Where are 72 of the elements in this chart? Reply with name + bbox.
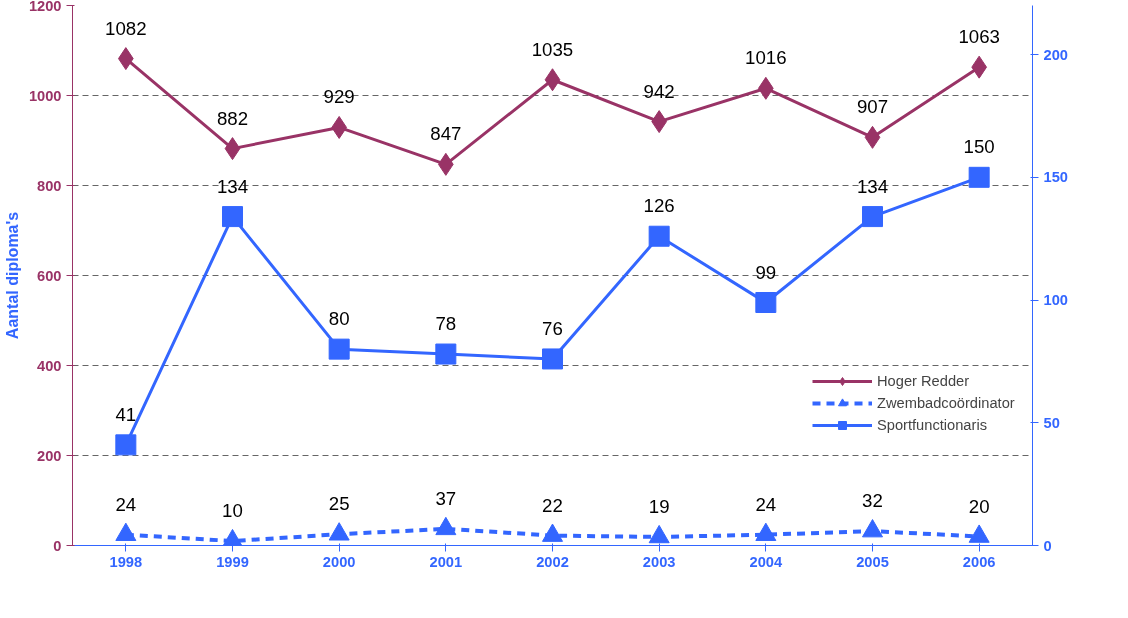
x-tick-label: 2000: [322, 553, 356, 570]
y2-tick-label: 200: [1043, 46, 1068, 63]
data-label: 1063: [958, 26, 1000, 48]
point: [115, 522, 137, 541]
data-label: 32: [862, 490, 883, 512]
y2-tick-label: 150: [1043, 169, 1068, 186]
legend-label: Zwembadcoördinator: [877, 395, 1015, 411]
y-tick-label: 1000: [28, 87, 62, 104]
point: [542, 348, 563, 370]
point: [648, 524, 670, 544]
data-label: 1035: [531, 38, 574, 60]
data-label: 942: [643, 80, 675, 102]
point: [862, 519, 883, 538]
data-label: 1082: [105, 17, 147, 39]
data-label: 126: [643, 195, 675, 217]
data-label: 24: [115, 493, 137, 515]
x-tick-label: 2005: [856, 553, 889, 570]
point: [862, 206, 883, 228]
y-tick-label: 200: [37, 447, 62, 464]
y-tick-label: 1200: [28, 0, 62, 14]
y2-tick-label: 0: [1043, 537, 1052, 554]
data-label: 41: [115, 403, 137, 425]
x-tick-label: 2004: [749, 553, 783, 570]
point: [328, 522, 350, 541]
x-tick-label: 2003: [642, 553, 676, 570]
x-tick-label: 2006: [962, 553, 996, 570]
data-label: 99: [755, 261, 777, 283]
point: [544, 68, 561, 92]
data-label: 150: [963, 136, 995, 158]
y-tick-label: 800: [37, 177, 62, 194]
point: [864, 125, 881, 149]
data-label: 37: [435, 487, 457, 509]
data-label: 76: [542, 317, 563, 339]
point: [222, 206, 243, 228]
point: [648, 225, 670, 247]
data-label: 929: [323, 86, 355, 108]
point: [968, 524, 990, 543]
data-label: 134: [856, 175, 889, 197]
x-tick-label: 1999: [216, 553, 249, 570]
data-label: 882: [216, 107, 249, 129]
data-label: 22: [542, 494, 563, 516]
point: [224, 137, 241, 161]
y-tick-label: 600: [37, 267, 62, 284]
data-label: 10: [222, 500, 243, 521]
point: [115, 434, 137, 456]
point: [755, 292, 777, 313]
x-tick-label: 1998: [109, 553, 143, 570]
x-tick-label: 2002: [536, 553, 569, 570]
data-label: 25: [328, 493, 350, 515]
x-tick-label: 2001: [429, 553, 463, 570]
data-label: 847: [430, 123, 462, 145]
point: [328, 338, 350, 360]
legend-label: Sportfunctionaris: [877, 417, 987, 433]
data-label: 20: [968, 495, 990, 517]
data-label: 78: [435, 313, 457, 335]
data-label: 907: [856, 96, 889, 118]
data-label: 134: [216, 175, 249, 197]
y-axis-title: Aantal diploma's: [3, 211, 21, 340]
y-tick-label: 0: [53, 537, 62, 554]
data-label: 19: [648, 495, 670, 517]
data-label: 80: [328, 308, 350, 330]
y2-tick-label: 50: [1043, 414, 1060, 431]
y2-tick-label: 100: [1043, 292, 1068, 309]
data-label: 1016: [745, 47, 787, 69]
point: [435, 516, 457, 536]
legend-label: Hoger Redder: [877, 373, 970, 389]
point: [435, 343, 457, 365]
data-label: 24: [755, 493, 777, 515]
point: [755, 522, 777, 541]
point: [968, 166, 990, 188]
y-tick-label: 400: [37, 357, 62, 374]
point: [542, 523, 563, 542]
